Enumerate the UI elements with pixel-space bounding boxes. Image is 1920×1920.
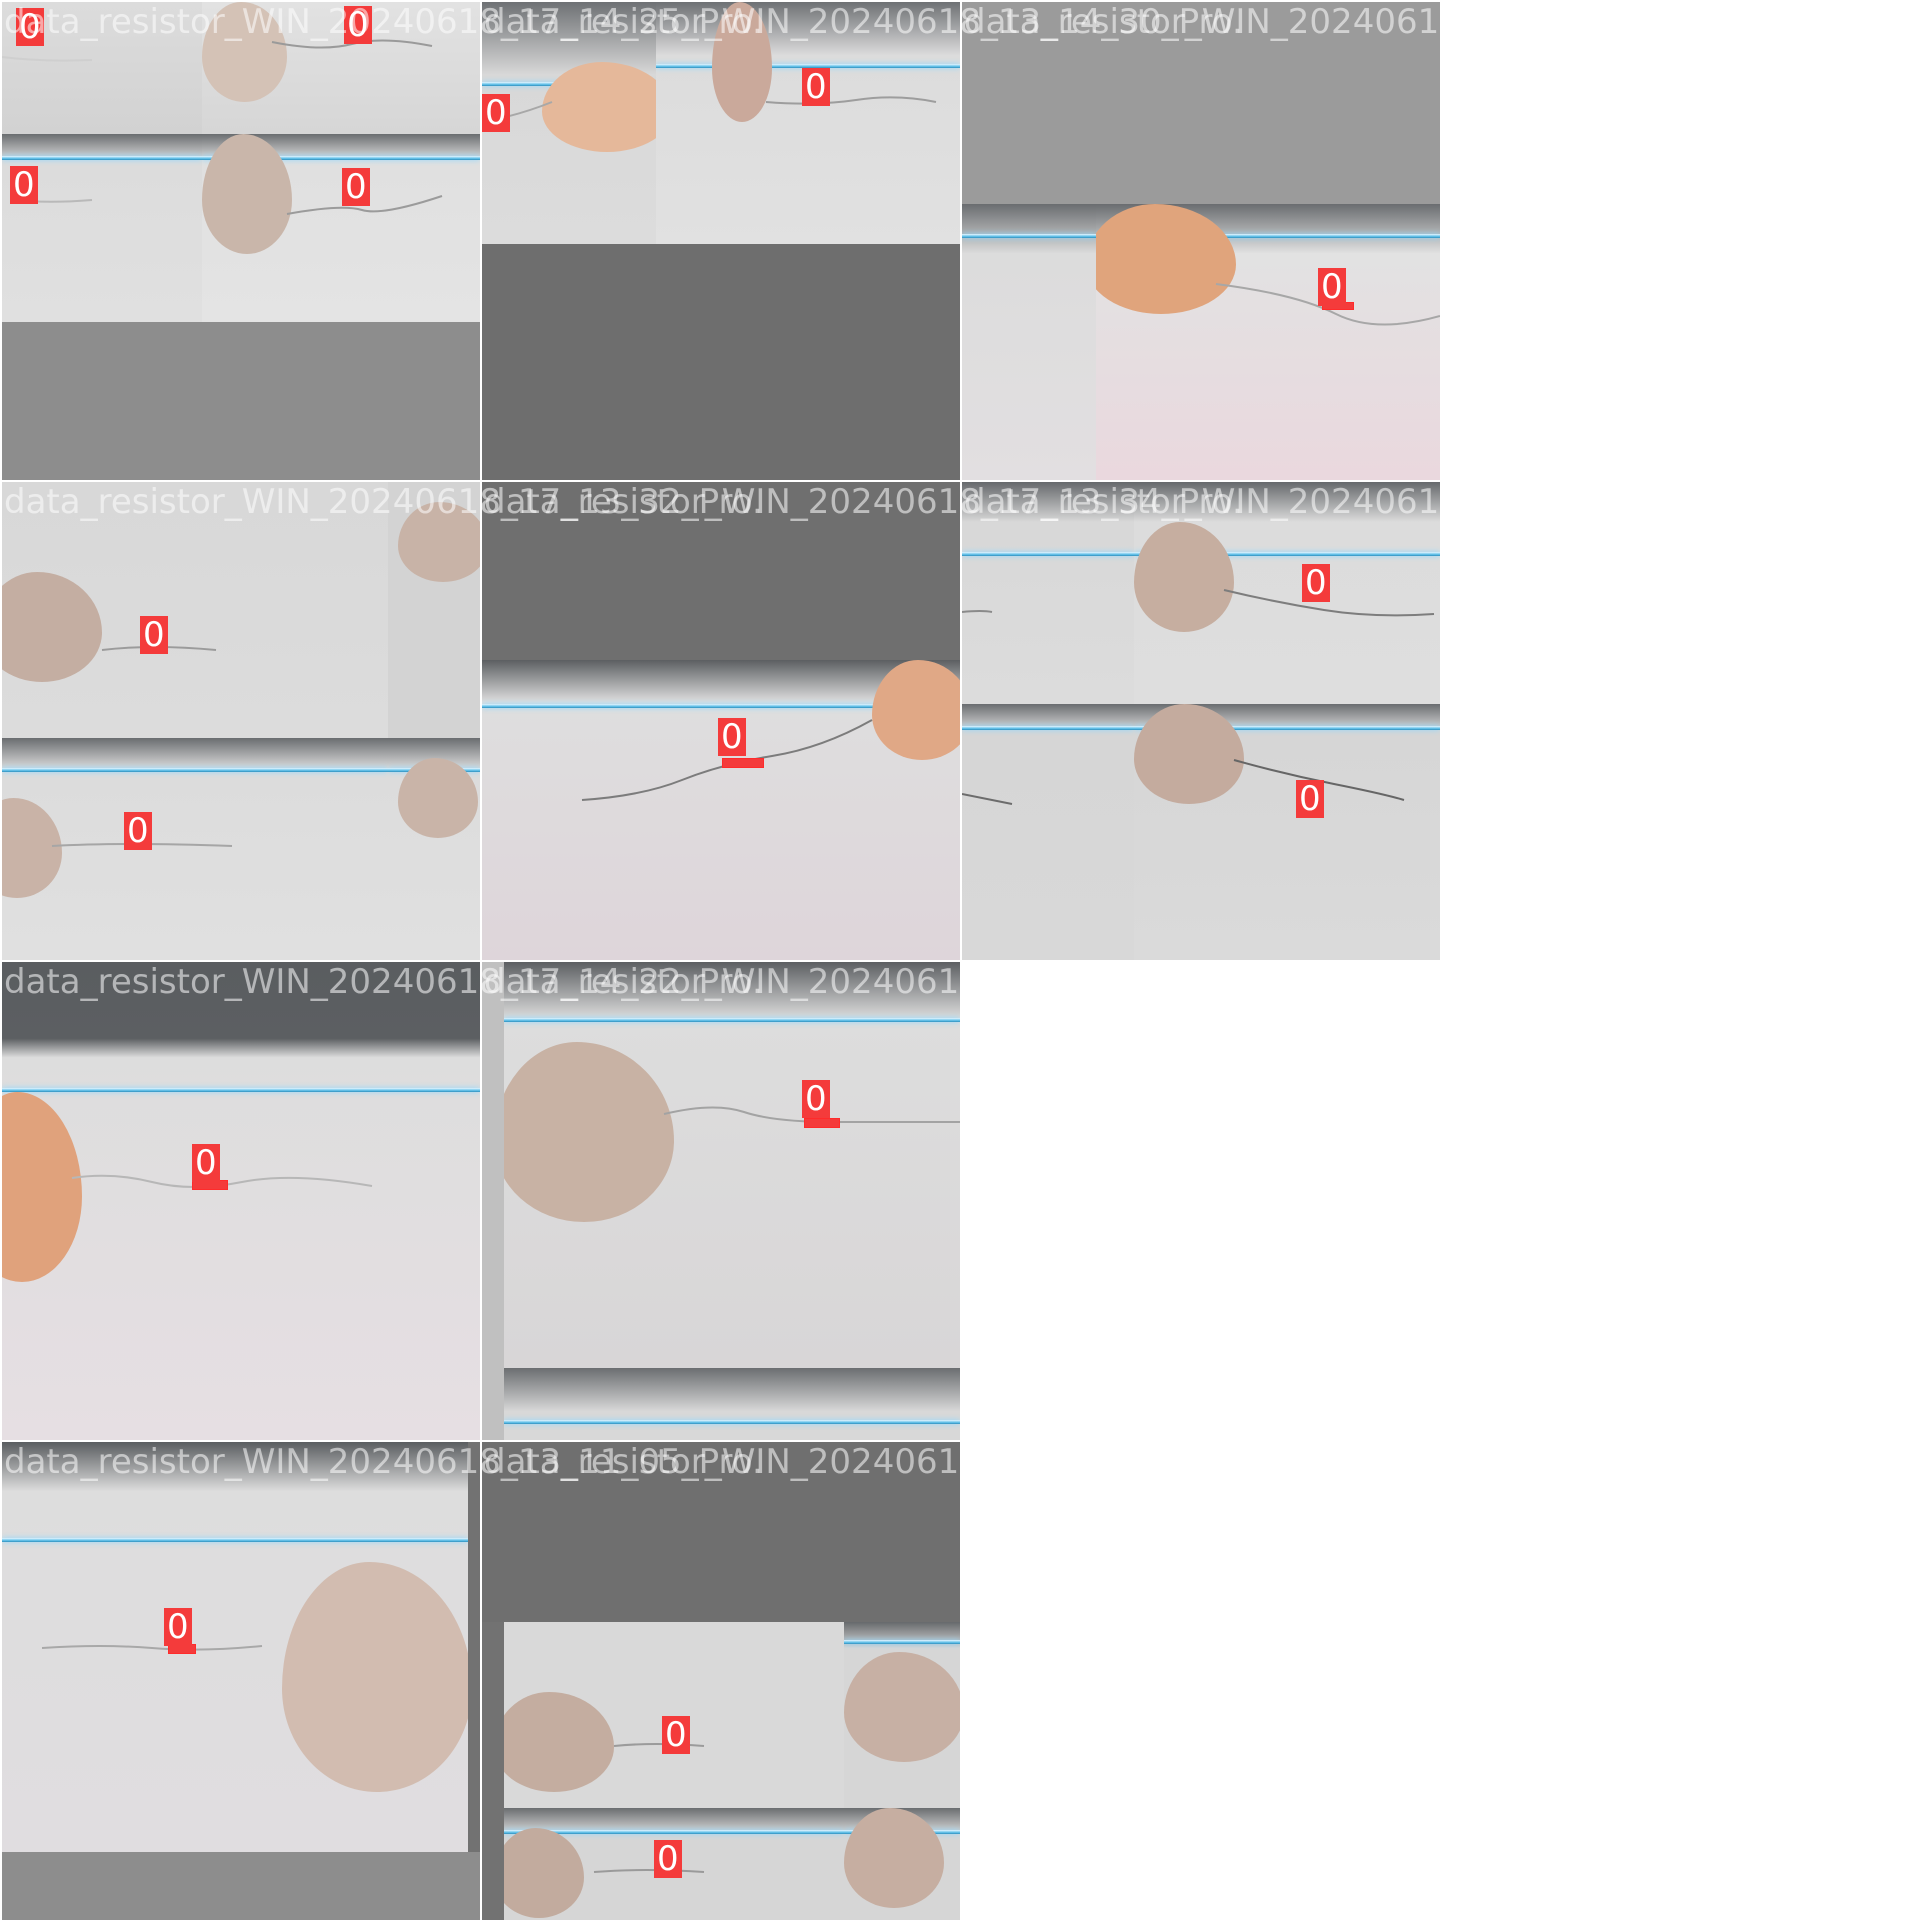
mosaic-tile-9: 0	[2, 1442, 480, 1920]
detection-label: 0	[482, 94, 510, 132]
detection-label: 0	[164, 1608, 192, 1646]
tile-caption: data_resistor_WIN_20240618_17_14_25_Pro.	[4, 2, 763, 42]
tile-caption: data_resistor_WIN_20240618_13_14_30_Pro.	[484, 2, 1243, 42]
tile-caption: data_resistor_WIN_20240618_17_13_34_Pro.	[484, 482, 1243, 522]
mosaic-tile-8: 0	[482, 962, 960, 1440]
detection-label: 0	[140, 616, 168, 654]
tile-caption: data_resistor_WIN_20240618_17_14_22_Pro.	[4, 962, 763, 1002]
detection-label: 0	[802, 1080, 830, 1118]
detection-label: 0	[1302, 564, 1330, 602]
tile-caption: data_resistor_WIN_20240618_13_11_05_Pro.	[4, 1442, 763, 1482]
mosaic-tile-2: 0 0	[482, 2, 960, 480]
mosaic-tile-4: 0 0	[2, 482, 480, 960]
detection-label: 0	[16, 8, 44, 46]
mosaic-tile-3: 0	[962, 2, 1440, 480]
tile-caption: data_resistor_WIN_20240618_17_13_58_Pro.	[964, 2, 1723, 42]
mosaic-tile-6: 0 0	[962, 482, 1440, 960]
detection-label: 0	[718, 718, 746, 756]
detection-label: 0	[654, 1840, 682, 1878]
detection-label: 0	[10, 166, 38, 204]
mosaic-tile-5: 0	[482, 482, 960, 960]
tile-caption: data_resistor_WIN_20240618_17_14_18_Pro.	[484, 1442, 1243, 1482]
detection-label: 0	[662, 1716, 690, 1754]
tile-caption: data_resistor_WIN_20240618_17_13_32_Pro.	[4, 482, 763, 522]
bbox	[722, 758, 764, 768]
detection-label: 0	[344, 6, 372, 44]
mosaic-tile-7: 0	[2, 962, 480, 1440]
detection-label: 0	[1296, 780, 1324, 818]
detection-label: 0	[342, 168, 370, 206]
bbox	[804, 1118, 840, 1128]
detection-label: 0	[124, 812, 152, 850]
tile-caption: data_resistor_WIN_20240618_13_11_07_Pro.	[484, 962, 1243, 1002]
detection-label: 0	[802, 68, 830, 106]
mosaic-tile-1: 0 0 0 0	[2, 2, 480, 480]
tile-caption: data_resistor_WIN_20240618_17_13_36_Pro.	[964, 482, 1723, 522]
detection-label: 0	[1318, 268, 1346, 306]
detection-label: 0	[192, 1144, 220, 1182]
mosaic-tile-10: 0 0	[482, 1442, 960, 1920]
